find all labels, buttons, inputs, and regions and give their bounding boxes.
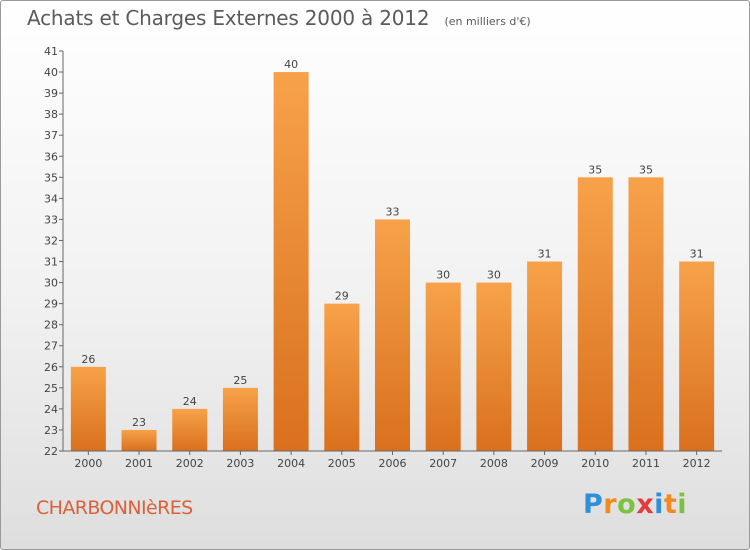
x-tick-label: 2008 bbox=[480, 457, 508, 470]
y-tick-label: 33 bbox=[44, 213, 58, 226]
y-tick-label: 24 bbox=[44, 403, 58, 416]
bar-2006 bbox=[375, 219, 410, 451]
data-label: 29 bbox=[335, 290, 349, 303]
title-row: Achats et Charges Externes 2000 à 2012 (… bbox=[27, 6, 531, 30]
logo-letter: x bbox=[636, 489, 655, 520]
logo-letter: t bbox=[663, 489, 678, 520]
bar-2004 bbox=[273, 72, 309, 451]
x-tick-label: 2003 bbox=[226, 457, 254, 470]
town-name: CHARBONNIèRES bbox=[36, 497, 193, 519]
y-tick-label: 39 bbox=[44, 87, 58, 100]
y-tick-label: 40 bbox=[44, 66, 58, 79]
x-tick-label: 2010 bbox=[581, 457, 609, 470]
bar-2000 bbox=[70, 366, 106, 451]
y-tick-label: 35 bbox=[44, 171, 58, 184]
x-tick-label: 2011 bbox=[632, 457, 660, 470]
data-label: 33 bbox=[386, 205, 400, 218]
logo-letter: P bbox=[583, 489, 604, 520]
data-label: 30 bbox=[487, 269, 501, 282]
bar-2008 bbox=[476, 282, 512, 451]
data-label: 35 bbox=[588, 163, 602, 176]
data-label: 26 bbox=[81, 353, 95, 366]
y-tick-label: 22 bbox=[44, 445, 58, 458]
chart-title: Achats et Charges Externes 2000 à 2012 bbox=[27, 6, 430, 30]
chart-subtitle: (en milliers d'€) bbox=[444, 15, 531, 28]
y-axis: 22 23 24 25 26 27 28 29 30 31 32 33 34 35 36 37 38 39 40 41 bbox=[44, 45, 64, 458]
x-axis: 2000 2001 2002 2003 2004 2005 2006 2007 2008 2009… bbox=[63, 450, 722, 470]
x-tick-label: 2002 bbox=[176, 457, 204, 470]
y-tick-label: 29 bbox=[44, 298, 58, 311]
y-tick-label: 25 bbox=[44, 382, 58, 395]
x-tick-label: 2007 bbox=[429, 457, 457, 470]
logo-letter: i bbox=[677, 489, 688, 520]
bar-2007 bbox=[425, 282, 461, 451]
bar-2011 bbox=[628, 177, 664, 451]
logo-letter: r bbox=[603, 489, 618, 520]
y-tick-label: 23 bbox=[44, 424, 58, 437]
bar-2001 bbox=[121, 429, 157, 451]
bar-2010 bbox=[577, 177, 613, 451]
x-tick-label: 2000 bbox=[74, 457, 102, 470]
x-tick-label: 2012 bbox=[683, 457, 711, 470]
bar-2009 bbox=[527, 261, 563, 451]
y-tick-label: 26 bbox=[44, 361, 58, 374]
y-tick-label: 37 bbox=[44, 129, 58, 142]
y-tick-label: 32 bbox=[44, 234, 58, 247]
data-label: 23 bbox=[132, 416, 146, 429]
y-tick-label: 30 bbox=[44, 277, 58, 290]
logo-letter: o bbox=[617, 489, 637, 520]
data-label: 31 bbox=[690, 248, 704, 261]
data-label: 24 bbox=[183, 395, 197, 408]
y-tick-label: 36 bbox=[44, 150, 58, 163]
y-tick-label: 38 bbox=[44, 108, 58, 121]
y-tick-label: 28 bbox=[44, 319, 58, 332]
data-label: 35 bbox=[639, 163, 653, 176]
bar-2005 bbox=[324, 303, 360, 451]
x-tick-label: 2005 bbox=[328, 457, 356, 470]
y-tick-label: 31 bbox=[44, 256, 58, 269]
bar-2012 bbox=[679, 261, 715, 451]
data-label: 40 bbox=[284, 58, 298, 71]
y-tick-label: 27 bbox=[44, 340, 58, 353]
data-label: 25 bbox=[233, 374, 247, 387]
bar-2003 bbox=[222, 387, 258, 451]
x-tick-label: 2004 bbox=[277, 457, 305, 470]
data-label: 30 bbox=[436, 269, 450, 282]
bars-group bbox=[70, 72, 715, 451]
y-tick-label: 41 bbox=[44, 45, 58, 58]
x-tick-label: 2009 bbox=[531, 457, 559, 470]
bar-2002 bbox=[172, 408, 208, 451]
x-tick-label: 2006 bbox=[379, 457, 407, 470]
y-tick-label: 34 bbox=[44, 192, 58, 205]
data-labels-group: 26 23 24 25 40 29 33 30 30 31 35 35 31 bbox=[81, 58, 703, 429]
logo-letter: i bbox=[654, 489, 664, 520]
x-tick-label: 2001 bbox=[125, 457, 153, 470]
data-label: 31 bbox=[538, 248, 552, 261]
proxiti-logo: Proxiti bbox=[583, 489, 687, 520]
